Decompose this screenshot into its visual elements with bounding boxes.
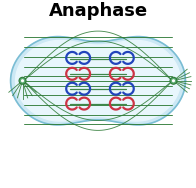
Ellipse shape [19,77,26,84]
Text: Anaphase: Anaphase [48,2,148,20]
Polygon shape [11,37,185,125]
Ellipse shape [170,77,177,84]
Ellipse shape [21,79,24,82]
Ellipse shape [172,79,175,82]
Polygon shape [15,40,181,121]
